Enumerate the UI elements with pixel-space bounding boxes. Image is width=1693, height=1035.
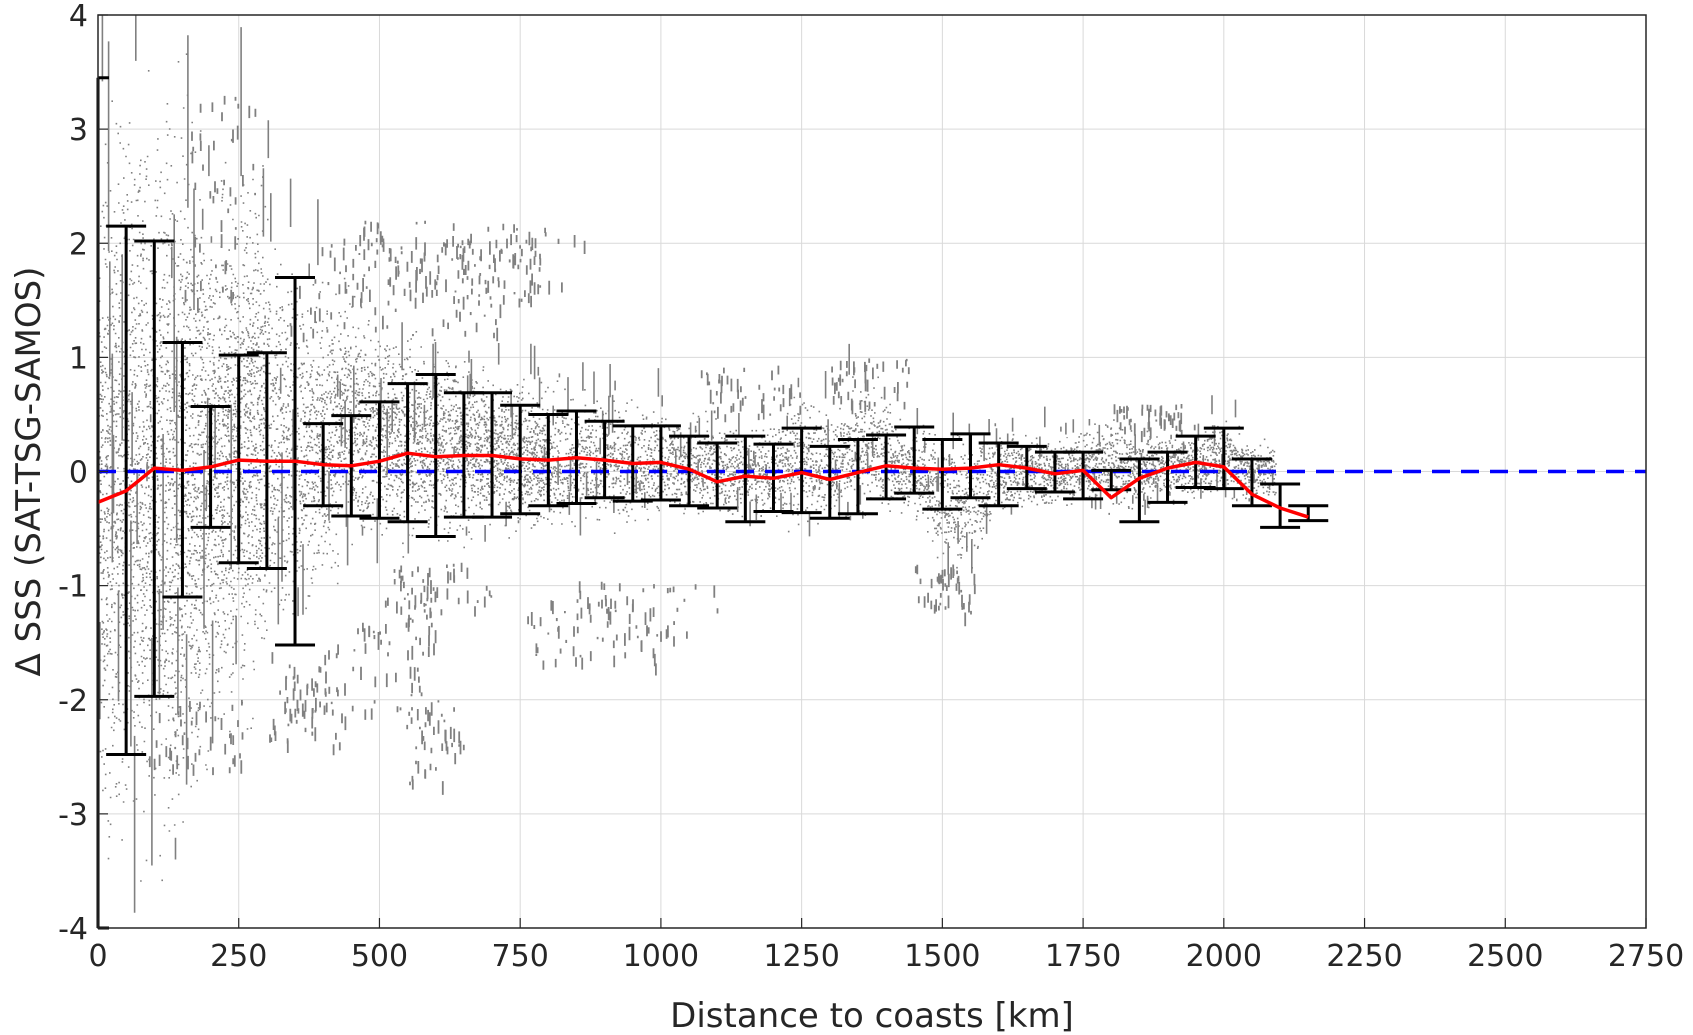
y-tick-label: -4 bbox=[58, 912, 88, 947]
y-axis-ticks: -4 -3 -2 -1 0 1 2 3 4 bbox=[58, 0, 108, 947]
y-tick-label: 0 bbox=[69, 456, 88, 491]
y-tick-label: 2 bbox=[69, 227, 88, 262]
error-bar bbox=[978, 441, 1019, 508]
error-bar bbox=[837, 438, 878, 516]
y-tick-label: -3 bbox=[58, 798, 88, 833]
x-tick-label: 1500 bbox=[904, 939, 980, 974]
x-tick-label: 2250 bbox=[1326, 939, 1402, 974]
error-bar bbox=[809, 444, 850, 520]
mean-line bbox=[97, 451, 1309, 519]
x-tick-label: 500 bbox=[351, 939, 408, 974]
error-bar bbox=[1203, 426, 1244, 491]
x-axis-label: Distance to coasts [km] bbox=[670, 996, 1074, 1035]
x-tick-label: 2750 bbox=[1608, 939, 1684, 974]
error-bar bbox=[697, 441, 738, 510]
x-tick-label: 2500 bbox=[1467, 939, 1543, 974]
error-bar bbox=[781, 426, 822, 515]
x-tick-label: 250 bbox=[210, 939, 267, 974]
x-tick-label: 1250 bbox=[763, 939, 839, 974]
error-bars bbox=[96, 76, 1329, 930]
x-tick-label: 750 bbox=[492, 939, 549, 974]
error-bar bbox=[922, 438, 963, 511]
error-bar bbox=[894, 425, 935, 495]
x-tick-label: 1000 bbox=[623, 939, 699, 974]
error-bar bbox=[1231, 457, 1272, 508]
x-tick-label: 1750 bbox=[1045, 939, 1121, 974]
error-bar bbox=[1063, 450, 1104, 501]
error-bar bbox=[1147, 450, 1188, 504]
error-bar bbox=[1119, 457, 1160, 524]
y-axis-label: Δ SSS (SAT-TSG-SAMOS) bbox=[9, 267, 49, 677]
y-tick-label: 4 bbox=[69, 0, 88, 34]
x-tick-label: 2000 bbox=[1186, 939, 1262, 974]
error-bar bbox=[950, 432, 991, 500]
error-bar bbox=[725, 434, 766, 524]
error-bar bbox=[1260, 482, 1301, 529]
x-axis-ticks: 0 250 500 750 1000 1250 1500 1750 2000 2250 2500 27… bbox=[88, 918, 1684, 974]
error-bar bbox=[1288, 504, 1329, 523]
y-tick-label: -1 bbox=[58, 570, 88, 605]
y-tick-label: 3 bbox=[69, 113, 88, 148]
y-tick-label: -2 bbox=[58, 684, 88, 719]
x-tick-label: 0 bbox=[88, 939, 107, 974]
y-tick-label: 1 bbox=[69, 341, 88, 376]
